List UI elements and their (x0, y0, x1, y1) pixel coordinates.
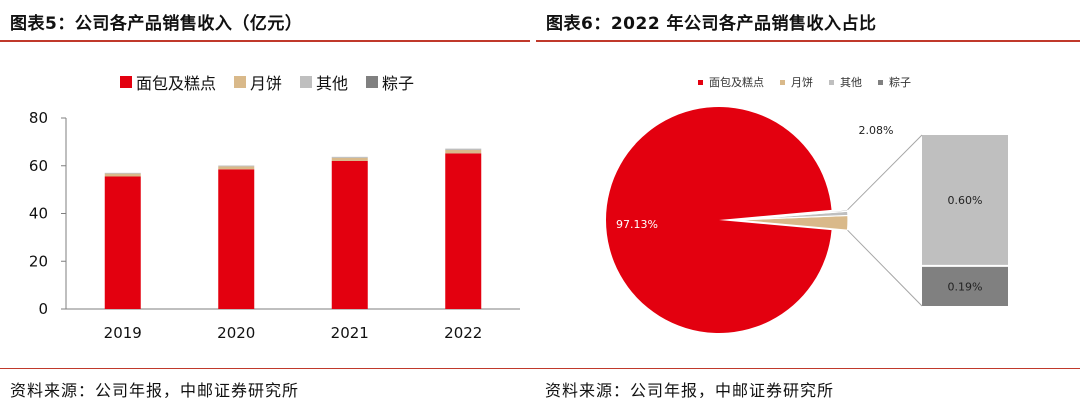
legend-item-bread: 面包及糕点 (120, 70, 216, 94)
y-tick-label: 20 (29, 252, 48, 270)
bar-segment (104, 173, 141, 177)
bar-segment (445, 149, 482, 150)
bar-chart-legend: 面包及糕点 月饼 其他 粽子 (120, 70, 432, 94)
bar-segment (445, 153, 482, 309)
legend-swatch (698, 79, 703, 85)
y-tick-label: 40 (29, 205, 48, 223)
bar-segment (104, 176, 141, 309)
legend-label: 粽子 (889, 76, 911, 89)
pie-chart: 97.13% 2.08% 0.60% 0.19% (606, 106, 1008, 334)
legend-label: 面包及糕点 (136, 74, 217, 93)
legend-label: 面包及糕点 (709, 76, 764, 89)
right-source-note: 资料来源：公司年报，中邮证券研究所 (545, 381, 835, 400)
bar-segment (218, 166, 255, 170)
legend-item-zongzi: 粽子 (878, 74, 911, 90)
legend-swatch (780, 79, 785, 85)
pie-slice-bread (606, 106, 832, 334)
y-tick-label: 60 (29, 157, 48, 175)
sub-bar-label-zongzi: 0.19% (948, 280, 983, 293)
bar-segment (331, 157, 368, 158)
connector-line (847, 229, 923, 307)
bar-segment (331, 160, 368, 309)
x-tick-label: 2021 (331, 324, 369, 342)
legend-swatch (829, 79, 834, 85)
right-chart-title: 图表6：2022 年公司各产品销售收入占比 (546, 14, 877, 34)
legend-label: 其他 (316, 74, 349, 93)
right-chart-header: 图表6：2022 年公司各产品销售收入占比 (536, 0, 1080, 42)
legend-swatch (878, 79, 883, 85)
bar-segment (445, 149, 482, 154)
legend-item-mooncake: 月饼 (234, 70, 282, 94)
x-tick-label: 2019 (104, 324, 142, 342)
pie-label-mooncake: 2.08% (859, 124, 894, 137)
bar-segment (218, 169, 255, 309)
legend-label: 其他 (840, 76, 862, 89)
left-chart-header: 图表5：公司各产品销售收入（亿元） (0, 0, 530, 42)
legend-label: 月饼 (250, 74, 283, 93)
legend-swatch (234, 76, 247, 88)
legend-label: 粽子 (382, 74, 415, 93)
footer-divider (0, 368, 1080, 369)
x-tick-label: 2020 (217, 324, 255, 342)
sub-bar-zongzi (922, 266, 1008, 306)
pie-slice-zongzi (734, 209, 849, 221)
x-tick-label: 2022 (444, 324, 482, 342)
bar-chart: 0 20 40 60 80 2019 2020 2021 2022 (29, 109, 520, 342)
bar-segment (331, 157, 368, 161)
left-chart-title: 图表5：公司各产品销售收入（亿元） (10, 14, 303, 34)
pie-chart-legend: 面包及糕点 月饼 其他 粽子 (698, 74, 927, 90)
legend-swatch (120, 76, 132, 88)
legend-item-other: 其他 (300, 70, 348, 94)
legend-swatch (300, 76, 313, 88)
connector-line (847, 134, 923, 211)
legend-item-other: 其他 (829, 74, 862, 90)
legend-swatch (366, 76, 379, 88)
sub-bar-other (922, 135, 1008, 265)
legend-item-mooncake: 月饼 (780, 74, 813, 90)
y-tick-label: 0 (38, 300, 48, 318)
y-tick-label: 80 (29, 109, 48, 127)
left-source-note: 资料来源：公司年报，中邮证券研究所 (10, 381, 300, 400)
legend-label: 月饼 (791, 76, 813, 89)
sub-bar-label-other: 0.60% (948, 194, 983, 207)
legend-item-bread: 面包及糕点 (698, 74, 764, 90)
pie-label-bread: 97.13% (616, 218, 658, 231)
legend-item-zongzi: 粽子 (366, 70, 414, 94)
